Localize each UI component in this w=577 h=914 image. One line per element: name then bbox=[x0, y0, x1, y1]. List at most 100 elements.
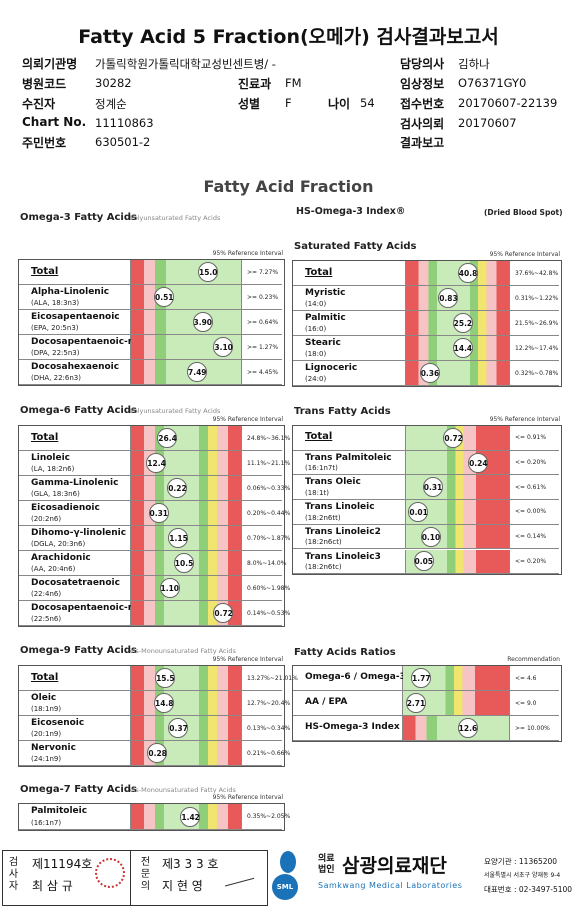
result-row: Alpha-Linolenic (ALA, 18:3n3) 0.51 >= 0.23% bbox=[19, 285, 282, 310]
result-row: Docosapentaenoic-n3 (DPA, 22:5n3) 3.10 >= 1… bbox=[19, 335, 282, 360]
field-label: 검사의뢰 bbox=[400, 117, 445, 131]
name-cell: Eicosapentaenoic (EPA, 20:5n3) bbox=[19, 310, 131, 334]
reference-value: 0.32%~0.78% bbox=[515, 369, 559, 377]
gauge: 0.28 bbox=[131, 741, 242, 765]
field-label: 접수번호 bbox=[400, 97, 445, 111]
reference-value: <= 0.14% bbox=[515, 533, 547, 541]
gauge: 15.5 bbox=[131, 666, 242, 690]
value-marker: 0.31 bbox=[148, 503, 169, 523]
gauge: 14.8 bbox=[131, 691, 242, 715]
result-row: Total 0.72 <= 0.91% bbox=[293, 426, 559, 451]
value-marker: 0.83 bbox=[438, 288, 459, 308]
gauge: 0.72 bbox=[131, 601, 242, 625]
signature-text: 제11194호 bbox=[32, 857, 93, 871]
row-detail: (DPA, 22:5n3) bbox=[31, 349, 80, 357]
field-value: 20170607 bbox=[458, 116, 517, 130]
row-detail: (16:0) bbox=[305, 325, 327, 333]
signature-text: 전문의 bbox=[138, 856, 149, 892]
panel-subtitle: cis-Monounsaturated Fatty Acids bbox=[130, 647, 236, 655]
field-label: 수진자 bbox=[22, 97, 56, 111]
name-cell: Total bbox=[19, 426, 131, 450]
row-detail: (22:5n6) bbox=[31, 615, 62, 623]
row-detail: (18:2n6tc) bbox=[305, 563, 342, 572]
reference-value: >= 7.27% bbox=[247, 268, 279, 276]
result-row: Arachidonic (AA, 20:4n6) 10.5 8.0%~14.0% bbox=[19, 551, 286, 576]
value-marker: 10.5 bbox=[173, 553, 194, 573]
field-label: 성별 bbox=[238, 97, 261, 111]
value-marker: 1.15 bbox=[168, 528, 189, 548]
value-marker: 0.10 bbox=[420, 526, 441, 547]
result-row: Trans Oleic (18:1t) 0.31 <= 0.61% bbox=[293, 475, 559, 501]
reference-value: <= 0.20% bbox=[515, 459, 547, 467]
panel-title: Fatty Acids Ratios bbox=[294, 647, 396, 658]
reference-header: 95% Reference Interval bbox=[489, 416, 560, 423]
row-detail: (EPA, 20:5n3) bbox=[31, 324, 79, 332]
row-name: Total bbox=[305, 266, 333, 278]
result-row: AA / EPA 2.71 <= 9.0 bbox=[293, 691, 559, 716]
org-code: 요양기관 : 11365200 bbox=[484, 857, 558, 866]
reference-value: >= 0.23% bbox=[247, 293, 279, 301]
name-cell: Palmitoleic (16:1n7) bbox=[19, 804, 131, 829]
reference-header: Recommendation bbox=[507, 656, 560, 663]
result-table: Total 15.5 13.27%~21.01% Oleic (18:1n9) 14.8 1… bbox=[18, 665, 298, 767]
reference-value: >= 4.45% bbox=[247, 368, 279, 376]
row-name: Arachidonic bbox=[31, 553, 91, 563]
name-cell: Trans Linoleic3 (18:2n6tc) bbox=[293, 549, 406, 574]
value-marker: 0.72 bbox=[443, 427, 464, 448]
row-detail: (18:0) bbox=[305, 350, 327, 358]
row-detail: (LA, 18:2n6) bbox=[31, 465, 75, 473]
name-cell: Total bbox=[19, 666, 131, 690]
reference-header: 95% Reference Interval bbox=[212, 250, 283, 257]
name-cell: Eicosenoic (20:1n9) bbox=[19, 716, 131, 740]
field-label: 담당의사 bbox=[400, 57, 445, 71]
reference-value: >= 1.27% bbox=[247, 343, 279, 351]
gauge: 0.83 bbox=[406, 286, 510, 310]
name-cell: Nervonic (24:1n9) bbox=[19, 741, 131, 765]
gauge: 0.36 bbox=[406, 361, 510, 385]
reference-value: 12.2%~17.4% bbox=[515, 344, 559, 352]
index-title: HS-Omega-3 Index® bbox=[296, 206, 406, 217]
reference-value: <= 0.61% bbox=[515, 483, 547, 491]
row-name: Nervonic bbox=[31, 743, 76, 753]
panel-subtitle: Polyunsaturated Fatty Acids bbox=[130, 214, 221, 222]
result-row: Dihomo-γ-linolenic (DGLA, 20:3n6) 1.15 0.70… bbox=[19, 526, 290, 551]
org-type: 의료법인 bbox=[318, 854, 335, 875]
result-table: Palmitoleic (16:1n7) 1.42 0.35%~2.05% bbox=[18, 803, 290, 831]
value-marker: 12.6 bbox=[457, 718, 478, 738]
value-marker: 1.42 bbox=[180, 806, 201, 827]
result-table: Omega-6 / Omega-3 1.77 <= 4.6 AA / EPA 2.71 <… bbox=[292, 665, 562, 742]
row-name: Eicosadienoic bbox=[31, 503, 100, 513]
result-row: Trans Linoleic (18:2n6tt) 0.01 <= 0.00% bbox=[293, 500, 559, 525]
result-row: Gamma-Linolenic (GLA, 18:3n6) 0.22 0.06%~0.… bbox=[19, 476, 290, 501]
reference-header: 95% Reference Interval bbox=[212, 416, 283, 423]
name-cell: AA / EPA bbox=[293, 691, 403, 715]
value-marker: 7.49 bbox=[187, 362, 207, 382]
reference-value: >= 10.00% bbox=[515, 724, 550, 732]
result-table: Total 40.8 37.6%~42.8% Myristic (14:0) 0.83 0.… bbox=[292, 260, 562, 387]
row-detail: (22:4n6) bbox=[31, 590, 62, 598]
name-cell: Trans Palmitoleic (16:1n7t) bbox=[293, 450, 406, 475]
result-row: Total 15.0 >= 7.27% bbox=[19, 260, 282, 285]
field-value: 54 bbox=[360, 96, 375, 110]
result-row: Total 15.5 13.27%~21.01% bbox=[19, 666, 298, 691]
result-row: Eicosapentaenoic (EPA, 20:5n3) 3.90 >= 0.64… bbox=[19, 310, 282, 335]
value-marker: 0.31 bbox=[422, 477, 443, 498]
gauge: 10.5 bbox=[131, 551, 242, 575]
value-marker: 0.28 bbox=[147, 743, 168, 763]
row-name: Oleic bbox=[31, 693, 57, 703]
row-detail: (20:2n6) bbox=[31, 515, 62, 523]
gauge: 7.49 bbox=[131, 360, 242, 384]
row-name: Total bbox=[31, 671, 59, 683]
panel-subtitle: Polyunsaturated Fatty Acids bbox=[130, 407, 221, 415]
reference-header: 95% Reference Interval bbox=[489, 251, 560, 258]
row-detail: (DHA, 22:6n3) bbox=[31, 374, 81, 382]
field-label: 결과보고 bbox=[400, 136, 445, 150]
result-row: Trans Linoleic3 (18:2n6tc) 0.05 <= 0.20% bbox=[293, 549, 559, 575]
reference-value: 13.27%~21.01% bbox=[247, 674, 298, 682]
name-cell: Eicosadienoic (20:2n6) bbox=[19, 501, 131, 525]
divider bbox=[130, 850, 131, 906]
row-name: Palmitic bbox=[305, 313, 346, 323]
value-marker: 0.24 bbox=[468, 452, 489, 473]
row-detail: (16:1n7) bbox=[31, 819, 62, 827]
